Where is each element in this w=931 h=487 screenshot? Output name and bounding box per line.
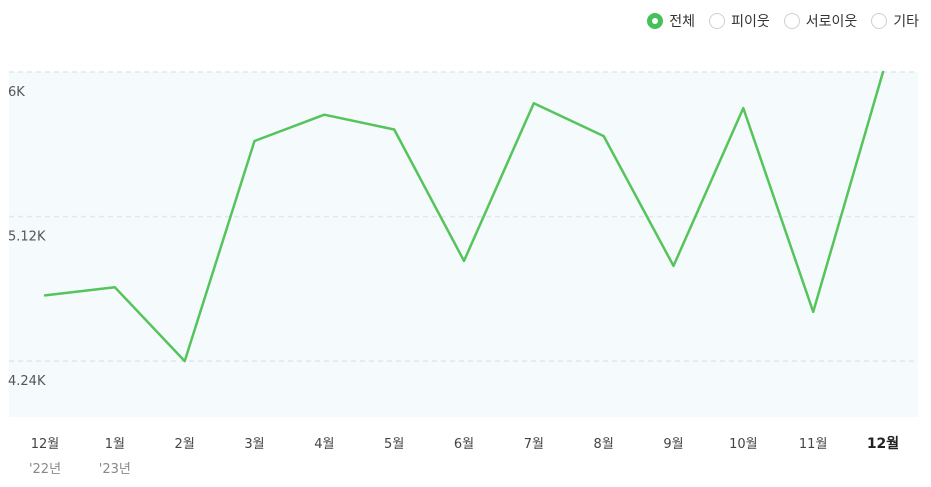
x-tick-label: 12월 xyxy=(867,435,899,452)
radio-other-icon[interactable] xyxy=(871,13,888,29)
x-tick-label: 6월 xyxy=(454,437,474,452)
legend-label-other: 기타 xyxy=(893,14,919,30)
data-point[interactable] xyxy=(807,306,819,318)
radio-mutual-neighbor-icon[interactable] xyxy=(783,13,800,29)
data-point[interactable] xyxy=(179,355,191,367)
x-tick-year-label: '23년 xyxy=(99,462,131,477)
x-tick-label: 10월 xyxy=(729,437,758,452)
x-tick-label: 7월 xyxy=(524,437,544,452)
x-tick-label: 4월 xyxy=(314,437,334,452)
plot-area xyxy=(9,72,918,417)
data-point[interactable] xyxy=(388,124,400,136)
radio-neighbor-icon[interactable] xyxy=(709,13,726,29)
y-axis: 6K 5.12K 4.24K xyxy=(8,85,46,389)
data-point[interactable] xyxy=(249,135,261,147)
x-tick-label: 8월 xyxy=(594,437,614,452)
grid-lines xyxy=(9,71,918,362)
legend-label-all: 전체 xyxy=(669,14,696,30)
data-point[interactable] xyxy=(528,97,540,109)
x-tick-label: 1월 xyxy=(105,437,125,452)
x-tick-label: 12월 xyxy=(31,437,60,452)
legend-option-other[interactable]: 기타 xyxy=(871,11,919,31)
x-tick-label: 11월 xyxy=(799,437,828,452)
legend-option-neighbor[interactable]: 피이웃 xyxy=(709,11,770,31)
data-point[interactable] xyxy=(598,130,610,142)
legend-option-mutual-neighbor[interactable]: 서로이웃 xyxy=(783,11,858,31)
data-point[interactable] xyxy=(668,260,680,272)
x-tick-label: 3월 xyxy=(244,437,264,452)
y-tick-label: 6K xyxy=(8,85,25,100)
x-axis: 12월 '22년 1월 '23년 2월 3월 4월 5월 6월 7월 8월 9월 10월 11월 12월 xyxy=(29,435,899,477)
data-point[interactable] xyxy=(458,255,470,267)
legend: 전체 피이웃 서로이웃 기타 xyxy=(647,11,919,31)
legend-option-all[interactable]: 전체 xyxy=(647,11,695,31)
legend-label-neighbor: 피이웃 xyxy=(731,14,770,30)
data-point[interactable] xyxy=(877,66,889,78)
x-tick-year-label: '22년 xyxy=(29,462,61,477)
data-point[interactable] xyxy=(318,109,330,121)
radio-all-icon[interactable] xyxy=(647,13,664,29)
data-point[interactable] xyxy=(109,281,121,293)
y-tick-label: 4.24K xyxy=(8,374,46,389)
x-tick-label: 2월 xyxy=(175,437,195,452)
y-tick-label: 5.12K xyxy=(8,230,46,245)
legend-label-mutual-neighbor: 서로이웃 xyxy=(805,14,858,30)
data-point[interactable] xyxy=(737,102,749,114)
x-tick-label: 5월 xyxy=(384,437,404,452)
series-line xyxy=(43,70,885,363)
x-tick-label: 9월 xyxy=(663,437,683,452)
data-point[interactable] xyxy=(39,289,51,301)
